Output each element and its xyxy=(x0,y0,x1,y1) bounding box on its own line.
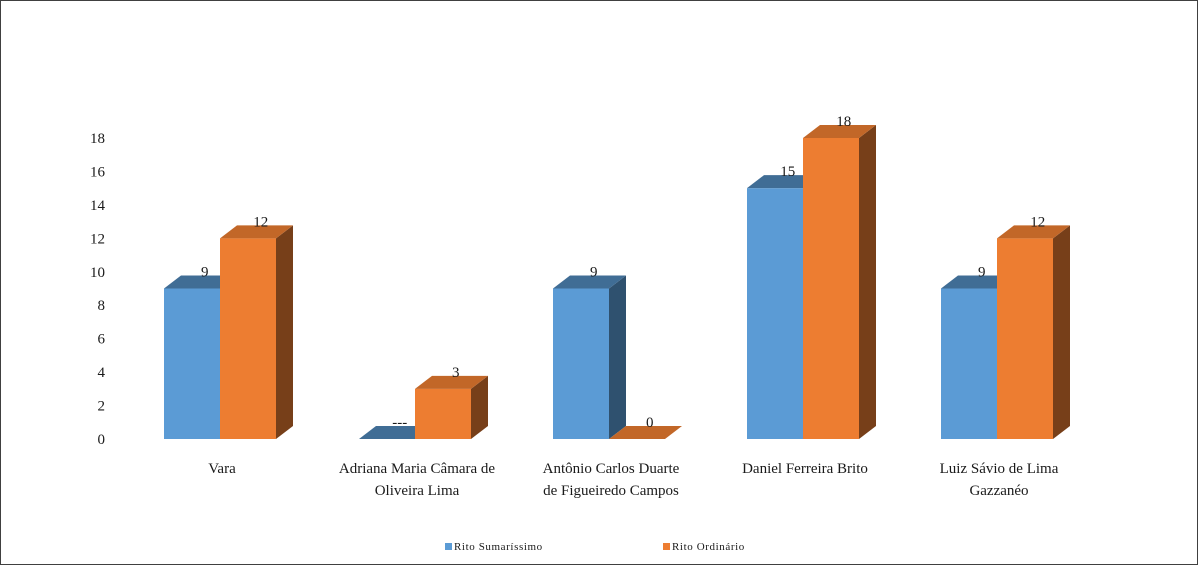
y-tick-label: 4 xyxy=(98,365,106,381)
bar-top xyxy=(803,125,876,138)
legend-item-rito-ordinario: Rito Ordinário xyxy=(663,541,745,553)
data-label: 3 xyxy=(452,365,460,381)
legend-label: Rito Ordinário xyxy=(672,541,745,553)
bar-front xyxy=(803,138,859,439)
legend-label: Rito Sumaríssimo xyxy=(454,541,543,553)
bar-side xyxy=(609,275,626,439)
legend-item-rito-sumarissimo: Rito Sumaríssimo xyxy=(445,541,543,553)
y-tick-label: 8 xyxy=(98,298,106,314)
bar-rito-ordinario xyxy=(609,426,682,439)
bar-front xyxy=(220,238,276,439)
bar-side xyxy=(471,375,488,439)
data-label: 9 xyxy=(590,265,598,281)
bar-top xyxy=(359,426,432,439)
y-tick-label: 18 xyxy=(90,131,105,147)
legend: Rito Sumaríssimo Rito Ordinário xyxy=(445,541,745,553)
bar-rito-sumarissimo xyxy=(359,426,432,439)
bar-top xyxy=(415,375,488,389)
bar-rito-ordinario xyxy=(415,375,488,439)
bar-front xyxy=(415,388,471,439)
y-tick-label: 0 xyxy=(98,432,106,448)
x-axis: Vara Adriana Maria Câmara de Oliveira Lima… xyxy=(208,461,1058,499)
bar-rito-ordinario xyxy=(803,125,876,439)
x-category-label: Daniel Ferreira Brito xyxy=(742,461,868,477)
bar-front xyxy=(997,238,1053,439)
bars xyxy=(164,125,1070,439)
legend-swatch xyxy=(445,543,452,550)
data-label: 15 xyxy=(780,164,795,180)
bar-side xyxy=(1053,225,1070,439)
bar-side xyxy=(276,225,293,439)
data-label: 12 xyxy=(1030,214,1045,230)
data-label: 9 xyxy=(201,265,209,281)
bar-top xyxy=(609,426,682,439)
y-tick-label: 14 xyxy=(90,198,106,214)
x-category-label: Vara xyxy=(208,461,236,477)
bar-rito-ordinario xyxy=(997,225,1070,439)
data-label: --- xyxy=(392,415,407,431)
x-category-label: Luiz Sávio de Lima Gazzanéo xyxy=(940,461,1059,499)
bar-top xyxy=(553,275,626,289)
bar-side xyxy=(859,125,876,439)
data-label: 12 xyxy=(253,214,268,230)
bar-top xyxy=(164,275,237,289)
y-tick-label: 2 xyxy=(98,399,106,415)
x-category-label: Antônio Carlos Duarte de Figueiredo Campo… xyxy=(543,461,680,499)
data-labels: 9 12 --- 3 9 0 15 18 9 12 xyxy=(201,114,1045,431)
x-category-label: Adriana Maria Câmara de Oliveira Lima xyxy=(339,461,496,499)
bar-front xyxy=(164,288,220,439)
bar-rito-ordinario xyxy=(220,225,293,439)
y-tick-label: 6 xyxy=(98,332,106,348)
y-tick-label: 12 xyxy=(90,231,105,247)
bar-rito-sumarissimo xyxy=(553,275,626,439)
bar-front xyxy=(747,188,803,439)
bar-top xyxy=(997,225,1070,239)
data-label: 0 xyxy=(646,415,654,431)
bar-top xyxy=(220,225,293,239)
data-label: 9 xyxy=(978,265,986,281)
bar-top xyxy=(941,275,1014,289)
y-axis: 0 2 4 6 8 10 12 14 16 18 xyxy=(90,131,106,448)
y-tick-label: 16 xyxy=(90,164,106,180)
bar-front xyxy=(553,288,609,439)
bar-top xyxy=(747,175,820,189)
y-tick-label: 10 xyxy=(90,265,105,281)
bar-front xyxy=(941,288,997,439)
legend-swatch xyxy=(663,543,670,550)
data-label: 18 xyxy=(836,114,851,130)
